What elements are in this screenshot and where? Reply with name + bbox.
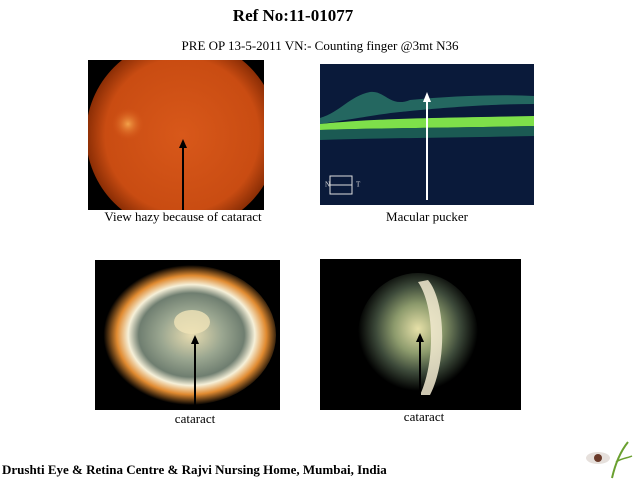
caption: Macular pucker [386, 209, 469, 224]
logo [586, 441, 633, 479]
subtitle: PRE OP 13-5-2011 VN:- Counting finger @3… [182, 38, 459, 53]
fundus-image [88, 60, 264, 210]
oct-label: T [356, 181, 361, 189]
eye-image [95, 260, 280, 410]
eye-image [320, 259, 521, 410]
caption: cataract [175, 411, 216, 426]
footer: Drushti Eye & Retina Centre & Rajvi Nurs… [2, 462, 387, 477]
oct-image [320, 64, 534, 205]
caption: View hazy because of cataract [104, 209, 262, 224]
oct-label: N [325, 181, 330, 189]
caption: cataract [404, 409, 445, 424]
title: Ref No:11-01077 [233, 6, 354, 25]
